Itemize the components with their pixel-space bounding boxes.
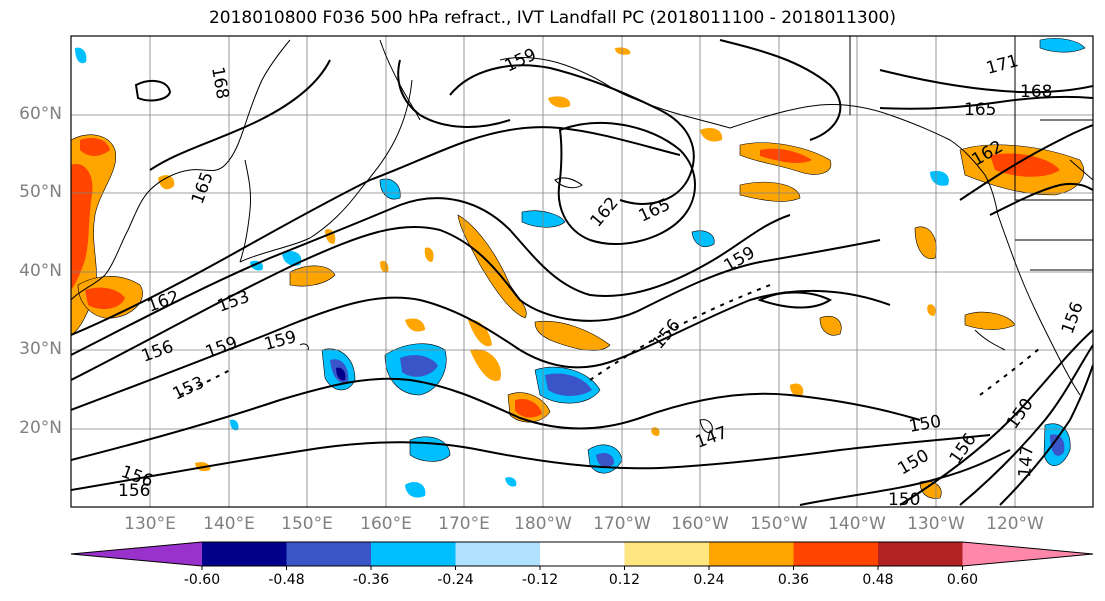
colorbar-tick-label: -0.36: [352, 572, 390, 588]
colorbar-segment: [624, 542, 709, 566]
contour-label: 156: [118, 481, 150, 501]
colorbar-tick-label: 0.36: [777, 572, 810, 588]
colorbar-segment: [202, 542, 287, 566]
lon-label: 160°E: [360, 514, 412, 534]
lon-label: 130°W: [907, 514, 965, 534]
colorbar-segment: [540, 542, 625, 566]
lon-label: 150°W: [750, 514, 808, 534]
colorbar-segment: [878, 542, 963, 566]
colorbar-segment: [455, 542, 540, 566]
colorbar-extend-low: [71, 542, 202, 566]
colorbar-tick-label: -0.12: [521, 572, 559, 588]
colorbar-tick-label: 0.60: [946, 572, 979, 588]
lon-label: 130°E: [124, 514, 176, 534]
contour-label: 165: [964, 100, 996, 120]
shading-layer: [71, 38, 1086, 499]
colorbar-tick-label: -0.24: [437, 572, 474, 588]
colorbar-segment: [709, 542, 794, 566]
lon-label: 170°E: [438, 514, 490, 534]
grid-lines: [71, 36, 1093, 507]
colorbar-tick-label: 0.12: [608, 572, 641, 588]
contour-label: 147: [1015, 444, 1038, 478]
colorbar-tick-label: -0.48: [268, 572, 305, 588]
lon-label: 120°W: [986, 514, 1044, 534]
lon-label: 160°W: [671, 514, 729, 534]
lon-label: 170°W: [593, 514, 651, 534]
colorbar-tick-label: 0.24: [693, 572, 725, 588]
colorbar-tick-label: -0.60: [183, 572, 221, 588]
colorbar-segment: [286, 542, 371, 566]
lon-label: 140°E: [203, 514, 255, 534]
lat-label-30n: 30°N: [19, 339, 62, 359]
lat-label-40n: 40°N: [19, 261, 62, 281]
map-title: 2018010800 F036 500 hPa refract., IVT La…: [208, 8, 896, 28]
jet-streaks: [179, 284, 1041, 396]
coastlines: [71, 36, 1093, 433]
contour-label: 168: [1020, 82, 1052, 102]
colorbar-segment: [371, 542, 456, 566]
lon-label: 180°W: [514, 514, 572, 534]
colorbar-tick-label: 0.48: [862, 572, 894, 588]
lat-label-20n: 20°N: [19, 418, 62, 438]
lon-label: 140°W: [828, 514, 886, 534]
contour-label: 150: [888, 490, 920, 510]
lat-label-50n: 50°N: [19, 182, 62, 202]
colorbar: [70, 541, 1094, 570]
lon-label: 150°E: [281, 514, 333, 534]
colorbar-segment: [793, 542, 878, 566]
contour-lines: [71, 39, 1093, 506]
map-panel: [71, 36, 1093, 507]
lat-label-60n: 60°N: [19, 104, 62, 124]
colorbar-extend-high: [962, 542, 1093, 566]
map-border: [70, 35, 1094, 508]
